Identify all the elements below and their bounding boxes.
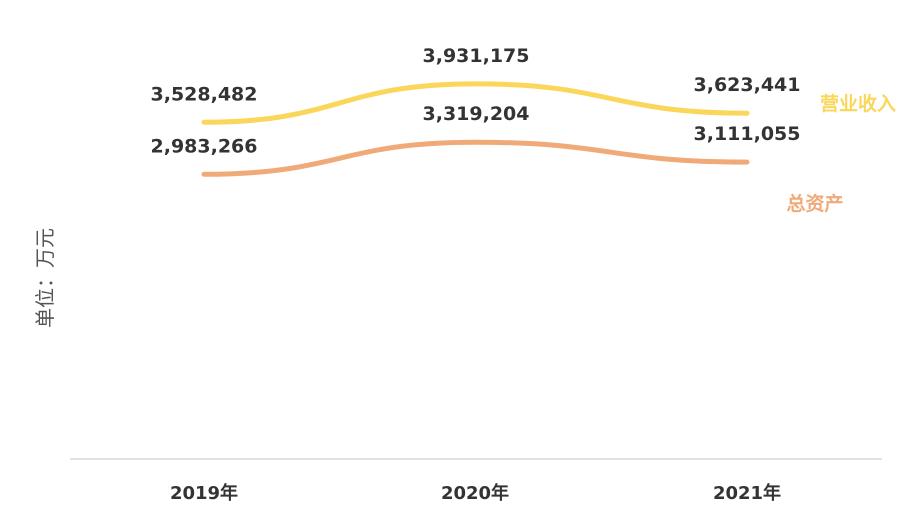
y-axis-unit-label: 单位：万元	[33, 228, 57, 328]
x-tick-label-2: 2020年	[441, 482, 509, 504]
series-line-2	[201, 139, 750, 177]
data-label-series-2-1: 2,983,266	[151, 135, 258, 157]
data-label-series-1-3: 3,623,441	[694, 74, 801, 96]
series-layer: 3,528,482 3,931,175 3,623,441 营业收入 2,983,266…	[151, 45, 897, 215]
data-label-series-2-2: 3,319,204	[423, 103, 530, 125]
data-label-series-1-2: 3,931,175	[423, 45, 530, 67]
x-tick-labels: 2019年 2020年 2021年	[170, 482, 781, 504]
data-label-series-2-3: 3,111,055	[694, 123, 801, 145]
x-tick-label-3: 2021年	[713, 482, 781, 504]
series-name-label-1: 营业收入	[820, 92, 896, 115]
data-label-series-1-1: 3,528,482	[151, 83, 258, 105]
series-name-label-2: 总资产	[786, 192, 843, 215]
series-line-1	[201, 81, 750, 125]
x-tick-label-1: 2019年	[170, 482, 238, 504]
